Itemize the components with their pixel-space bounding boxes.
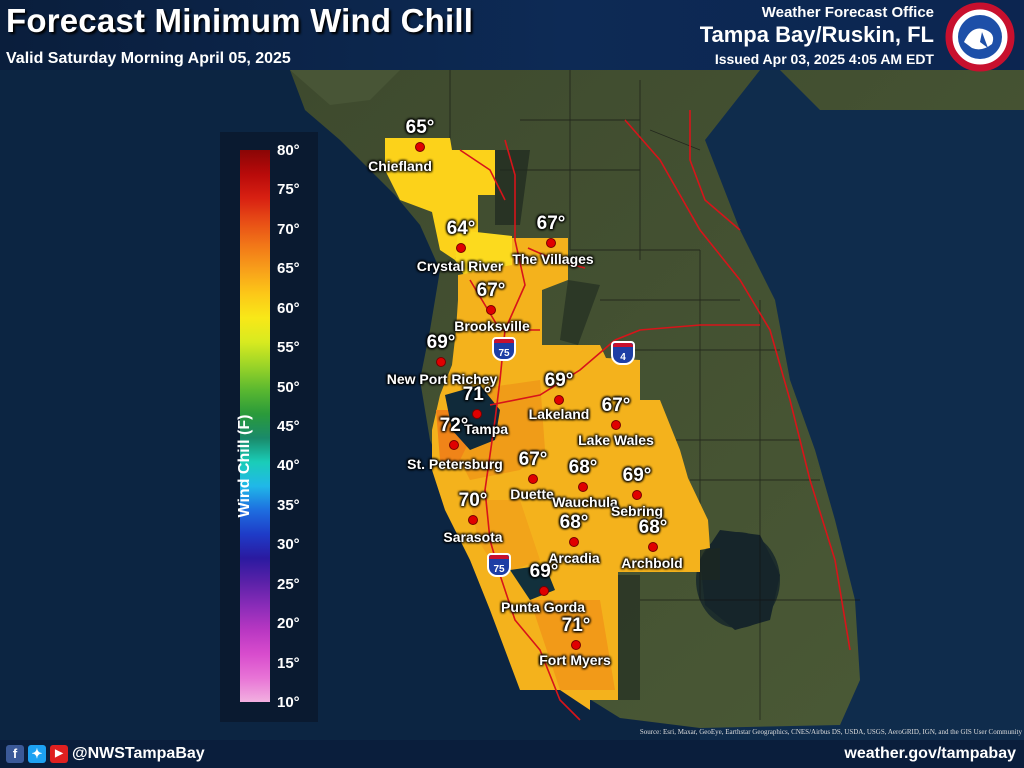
highway-shield-i75-south: 75 [487, 553, 511, 577]
legend-tick-label: 10° [277, 694, 300, 711]
legend-tick-label: 45° [277, 418, 300, 435]
forecast-zone-yellow [385, 138, 495, 260]
map-canvas [0, 70, 1024, 740]
legend-color-bar [240, 150, 270, 702]
twitter-icon[interactable]: ✦ [28, 745, 46, 763]
legend-tick-label: 40° [277, 457, 300, 475]
legend-tick-label: 60° [277, 299, 300, 317]
legend-tick-label: 15° [277, 654, 300, 672]
legend-tick-label: 20° [277, 615, 300, 633]
highway-label: 75 [493, 564, 505, 575]
issued-time: Issued Apr 03, 2025 4:05 AM EDT [714, 51, 934, 67]
highway-shield-i75-north: 75 [492, 337, 516, 361]
youtube-icon[interactable]: ▶ [50, 745, 68, 763]
nws-logo [945, 2, 1015, 72]
legend-title: Wind Chill (F) [236, 414, 253, 518]
legend-tick-label: 30° [277, 536, 300, 554]
social-handle[interactable]: @NWSTampaBay [72, 745, 205, 762]
highway-label: 4 [620, 352, 626, 363]
legend-tick-label: 25° [277, 575, 300, 593]
office-label: Weather Forecast Office [761, 4, 934, 21]
color-legend: 80° 75° 70° 65° 60° 55° 50° 45° 40° 35° 30° 25° 20° 1… [220, 132, 318, 722]
highway-label: 75 [498, 348, 510, 359]
legend-tick-label: 75° [277, 181, 300, 199]
footer-bar: f ✦ ▶ @NWSTampaBay weather.gov/tampabay [0, 740, 1024, 768]
legend-tick-label: 80° [277, 142, 300, 159]
major-roads [459, 110, 851, 721]
office-name: Tampa Bay/Ruskin, FL [699, 22, 934, 47]
facebook-icon[interactable]: f [6, 745, 24, 763]
legend-tick-label: 50° [277, 378, 300, 396]
header-bar: Forecast Minimum Wind Chill Valid Saturd… [0, 0, 1024, 72]
legend-tick-label: 35° [277, 496, 300, 514]
map-title: Forecast Minimum Wind Chill [6, 2, 474, 39]
website-link[interactable]: weather.gov/tampabay [844, 745, 1016, 762]
valid-time: Valid Saturday Morning April 05, 2025 [6, 50, 291, 67]
highway-shield-i4: 4 [611, 341, 635, 365]
legend-tick-label: 55° [277, 339, 300, 357]
map-attribution: Source: Esri, Maxar, GeoEye, Earthstar G… [639, 728, 1022, 736]
legend-tick-label: 70° [277, 220, 300, 238]
legend-tick-label: 65° [277, 260, 300, 278]
